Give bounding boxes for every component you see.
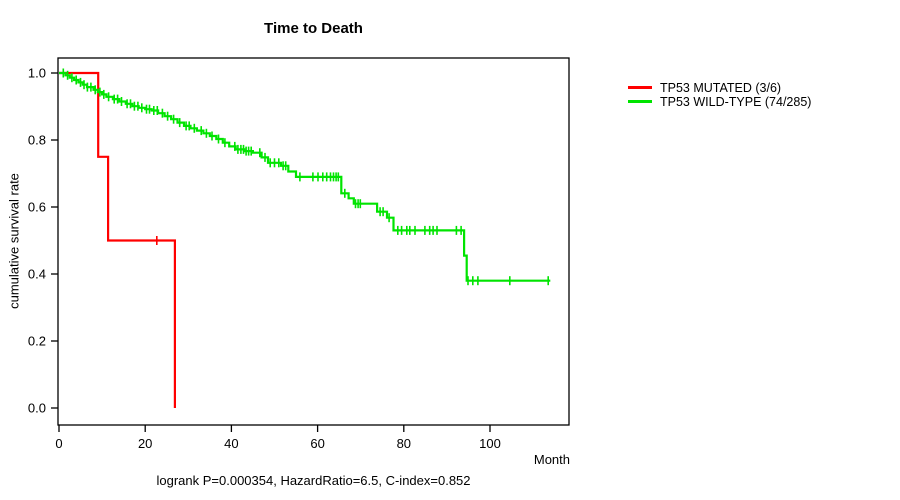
legend-line-sample-wildtype bbox=[628, 100, 652, 103]
x-tick-label: 80 bbox=[397, 436, 411, 451]
y-tick-label: 0.2 bbox=[28, 334, 46, 349]
y-axis: 0.0 0.2 0.4 0.6 0.8 1.0 bbox=[28, 66, 58, 416]
censor-marks-1 bbox=[62, 68, 550, 286]
y-tick-label: 0.6 bbox=[28, 200, 46, 215]
x-tick-label: 100 bbox=[479, 436, 501, 451]
legend-label-wildtype: TP53 WILD-TYPE (74/285) bbox=[660, 95, 812, 109]
plot-box bbox=[57, 57, 570, 426]
stats-annotation: logrank P=0.000354, HazardRatio=6.5, C-i… bbox=[156, 473, 471, 488]
legend: TP53 MUTATED (3/6) TP53 WILD-TYPE (74/28… bbox=[628, 81, 811, 109]
y-tick-label: 0.8 bbox=[28, 133, 46, 148]
legend-label-mutated: TP53 MUTATED (3/6) bbox=[660, 81, 782, 95]
km-series-0 bbox=[59, 71, 176, 408]
y-tick-label: 0.0 bbox=[28, 401, 46, 416]
legend-item-wildtype: TP53 WILD-TYPE (74/285) bbox=[628, 95, 811, 109]
km-series-1 bbox=[59, 68, 551, 286]
legend-line-sample-mutated bbox=[628, 86, 652, 89]
km-curve-0 bbox=[59, 71, 176, 408]
x-tick-label: 60 bbox=[310, 436, 324, 451]
legend-item-mutated: TP53 MUTATED (3/6) bbox=[628, 81, 811, 95]
x-axis-label: Month bbox=[533, 452, 570, 467]
chart-title: Time to Death bbox=[264, 20, 363, 37]
km-curve-1 bbox=[59, 71, 551, 282]
x-tick-label: 20 bbox=[138, 436, 152, 451]
x-tick-label: 40 bbox=[224, 436, 238, 451]
x-axis: 0 20 40 60 80 100 bbox=[55, 425, 501, 451]
y-axis-label: cumulative survival rate bbox=[6, 173, 22, 309]
x-tick-label: 0 bbox=[55, 436, 62, 451]
y-tick-label: 1.0 bbox=[28, 66, 46, 81]
y-tick-label: 0.4 bbox=[28, 267, 46, 282]
